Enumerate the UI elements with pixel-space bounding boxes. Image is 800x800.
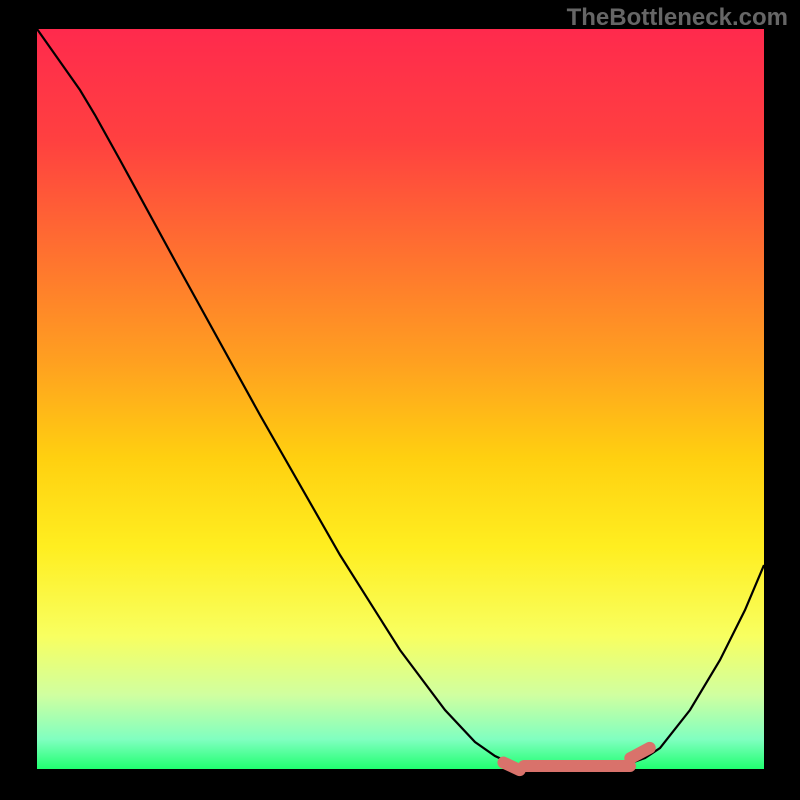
curve-path	[37, 29, 764, 765]
attribution-text: TheBottleneck.com	[567, 4, 788, 32]
plot-area	[37, 29, 764, 769]
highlight-segment-mid	[518, 760, 636, 772]
bottleneck-curve	[37, 29, 764, 769]
